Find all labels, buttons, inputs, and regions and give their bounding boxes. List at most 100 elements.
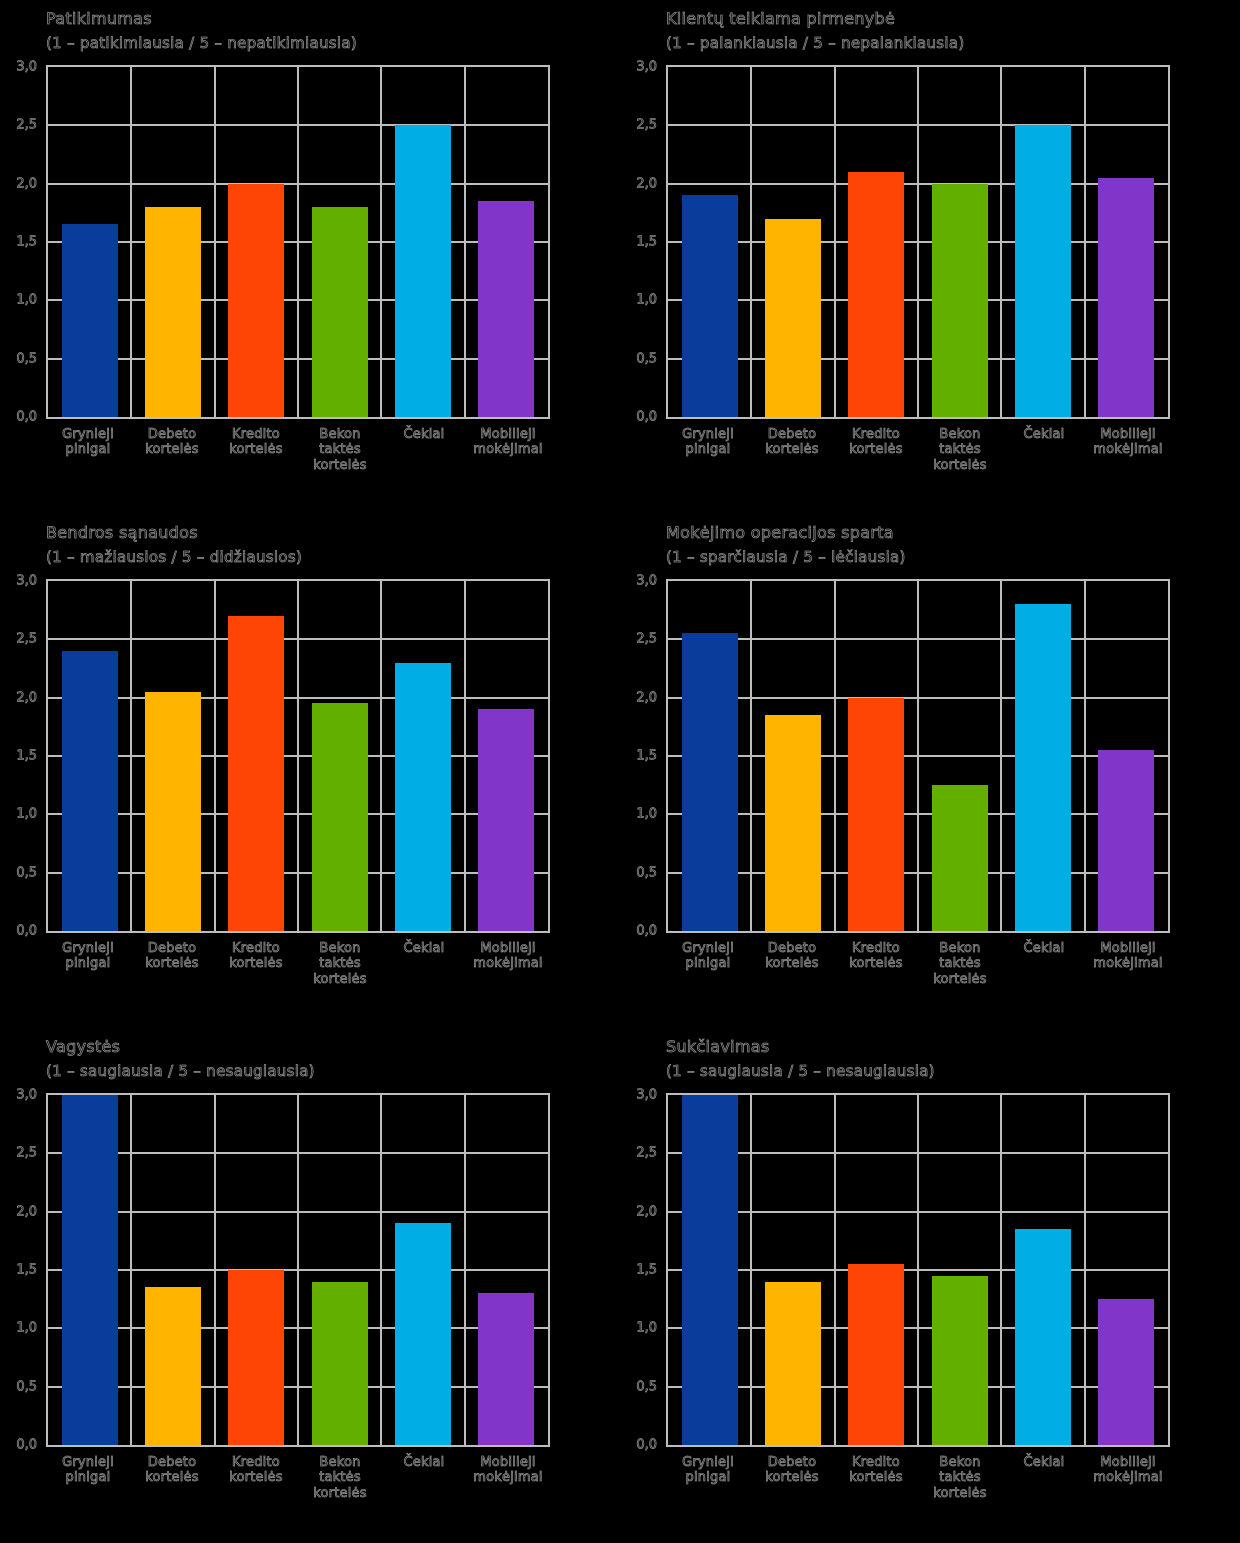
y-tick-label: 0,0 [636,1437,657,1453]
gridline-vertical [1000,66,1003,417]
y-tick-label: 0,5 [16,1379,37,1395]
bar-debeto-korteles [145,691,201,931]
y-tick-label: 1,5 [16,1262,37,1278]
gridline-horizontal [48,1385,548,1388]
x-label-bekontaktes-korteles: Bekon taktės kortelės [918,940,1002,986]
x-label-line: pinigai [685,442,731,458]
bar-grynieji-pinigai [61,650,118,931]
y-tick-label: 1,5 [636,234,657,250]
chart-subtitle: (1 – mažiausios / 5 – didžiausios) [46,547,303,566]
y-tick-label: 2,0 [16,1204,37,1220]
bar-kredito-korteles [848,171,905,417]
x-label-line: mokėjimai [473,956,543,972]
y-axis: 3,0 2,5 2,0 1,5 1,0 0,5 0,0 [0,1087,46,1453]
bar-cekiai [395,662,451,931]
x-label-line: taktės [319,442,361,458]
bar-mobilieji-mokejimai [478,1293,535,1445]
chart-title: Patikimumas [46,9,152,29]
x-label-line: Bekon [939,1454,981,1470]
x-axis-labels: Grynieji pinigai Debeto kortelės Kredito kort… [46,940,554,987]
x-label-line: Kredito [852,1454,901,1470]
x-label-mobilieji-mokejimai: Mobilieji mokėjimai [466,1454,550,1501]
bar-mobilieji-mokejimai [1098,750,1155,931]
bar-cekiai [395,125,451,417]
y-tick-label: 0,0 [16,409,37,425]
plot-area [666,64,1170,419]
x-label-line: Bekon [319,940,361,956]
x-label-mobilieji-mokejimai: Mobilieji mokėjimai [1086,426,1170,473]
x-axis-labels: Grynieji pinigai Debeto kortelės Kredito kort… [46,426,554,473]
x-label-debeto-korteles: Debeto kortelės [750,940,834,987]
gridline-vertical [917,66,919,417]
chart-patikimumas: Patikimumas (1 – patikimiausia / 5 – nep… [0,0,620,514]
bar-kredito-korteles [228,183,285,417]
x-label-line: Debeto [767,426,817,442]
chart-mokejimo-operacijos-sparta: Mokėjimo operacijos sparta (1 – sparčiau… [620,514,1240,1028]
gridline-horizontal [668,357,1168,360]
x-label-line: kortelės [145,442,199,458]
x-label-line: Grynieji [62,426,114,442]
bar-debeto-korteles [145,206,201,417]
x-label-line: taktės [319,956,361,972]
x-label-debeto-korteles: Debeto kortelės [130,940,214,987]
x-label-line: Čekiai [403,1454,445,1470]
x-label-line: taktės [939,1470,981,1486]
x-axis-labels: Grynieji pinigai Debeto kortelės Kredito kort… [666,1454,1174,1501]
chart-body: 3,0 2,5 2,0 1,5 1,0 0,5 0,0 [620,1087,1240,1453]
x-label-mobilieji-mokejimai: Mobilieji mokėjimai [466,426,550,473]
gridline-vertical [917,580,919,931]
x-label-line: Čekiai [403,426,445,442]
bar-bekontaktes-korteles [931,1275,988,1445]
gridline-vertical [297,66,299,417]
x-label-mobilieji-mokejimai: Mobilieji mokėjimai [1086,1454,1170,1501]
x-label-line: Čekiai [1023,426,1065,442]
x-label-line: kortelės [313,1485,367,1501]
y-tick-label: 0,5 [636,351,657,367]
x-label-mobilieji-mokejimai: Mobilieji mokėjimai [466,940,550,987]
y-tick-label: 1,5 [16,234,37,250]
chart-vagystes: Vagystės (1 – saugiausia / 5 – nesaugiau… [0,1028,620,1542]
y-tick-label: 0,5 [16,865,37,881]
x-label-line: mokėjimai [1093,1470,1163,1486]
bar-bekontaktes-korteles [311,206,368,417]
plot-area [666,578,1170,933]
chart-subtitle: (1 – saugiausia / 5 – nesaugiausia) [46,1061,315,1080]
gridline-vertical [463,1094,466,1445]
x-label-cekiai: Čekiai [382,940,466,987]
x-label-line: mokėjimai [473,1470,543,1486]
y-tick-label: 2,5 [636,117,657,133]
chart-header: Vagystės (1 – saugiausia / 5 – nesaugiau… [46,1036,620,1081]
x-label-line: pinigai [685,1470,731,1486]
chart-sukciavimas: Sukčiavimas (1 – saugiausia / 5 – nesaug… [620,1028,1240,1542]
x-label-line: kortelės [765,956,819,972]
x-label-line: Kredito [232,940,281,956]
chart-title: Vagystės [46,1037,121,1057]
x-label-line: taktės [939,956,981,972]
chart-title: Klientų teikiama pirmenybė [666,9,896,29]
x-label-line: pinigai [685,956,731,972]
y-tick-label: 0,0 [636,409,657,425]
bar-debeto-korteles [765,1281,821,1445]
bar-kredito-korteles [848,697,905,931]
x-label-line: pinigai [65,442,111,458]
chart-header: Bendros sąnaudos (1 – mažiausios / 5 – d… [46,522,620,567]
x-label-debeto-korteles: Debeto kortelės [750,1454,834,1501]
gridline-vertical [1000,580,1003,931]
x-label-line: Kredito [232,426,281,442]
y-tick-label: 2,5 [16,631,37,647]
bar-kredito-korteles [228,615,285,931]
gridline-vertical [380,1094,383,1445]
chart-subtitle: (1 – sparčiausia / 5 – lėčiausia) [666,547,906,566]
gridline-vertical [917,1094,919,1445]
bar-cekiai [1015,125,1071,417]
x-label-grynieji-pinigai: Grynieji pinigai [46,1454,130,1501]
x-label-grynieji-pinigai: Grynieji pinigai [666,1454,750,1501]
y-tick-label: 2,0 [636,690,657,706]
y-tick-label: 2,5 [636,631,657,647]
bar-grynieji-pinigai [681,1094,738,1445]
x-label-kredito-korteles: Kredito kortelės [214,1454,298,1501]
chart-header: Mokėjimo operacijos sparta (1 – sparčiau… [666,522,1240,567]
x-label-line: Debeto [767,1454,817,1470]
bar-grynieji-pinigai [681,633,738,931]
